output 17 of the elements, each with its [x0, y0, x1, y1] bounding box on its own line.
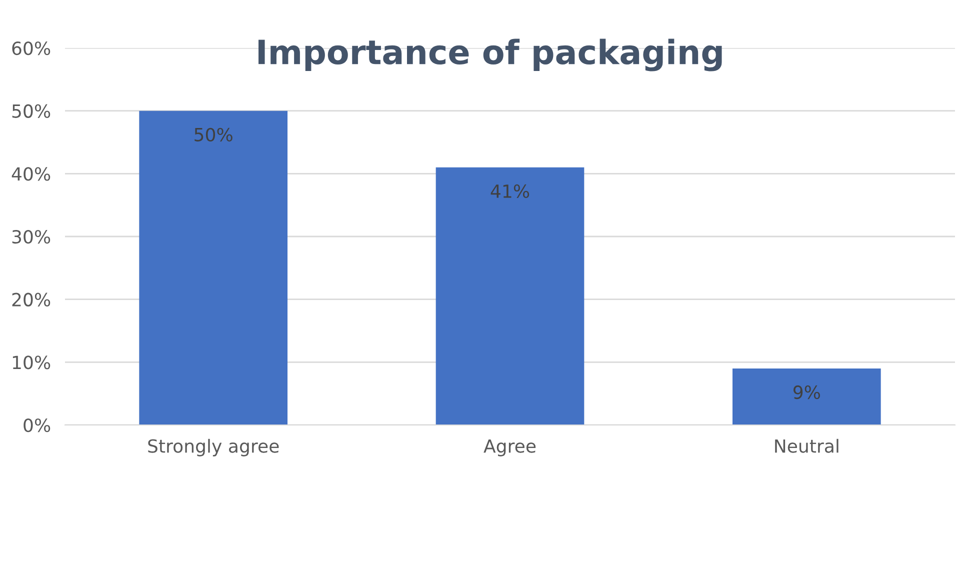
bar	[732, 368, 881, 425]
y-tick-label: 40%	[12, 167, 50, 181]
y-tick-label: 60%	[12, 41, 50, 56]
bar	[436, 167, 584, 425]
data-label: 50%	[194, 128, 232, 142]
x-tick-label: Neutral	[775, 438, 838, 453]
chart-title: Importance of packaging	[258, 38, 722, 72]
x-tick-label: Agree	[484, 439, 536, 456]
y-tick-label: 20%	[12, 292, 50, 306]
y-tick-label: 50%	[12, 104, 50, 118]
bar	[139, 110, 288, 425]
data-label: 41%	[490, 184, 530, 198]
x-tick-label: Strongly agree	[148, 438, 279, 456]
y-tick-label: 10%	[12, 356, 50, 370]
y-tick-label: 0%	[24, 418, 50, 432]
y-tick-label: 30%	[12, 230, 50, 244]
data-label: 9%	[793, 385, 820, 400]
